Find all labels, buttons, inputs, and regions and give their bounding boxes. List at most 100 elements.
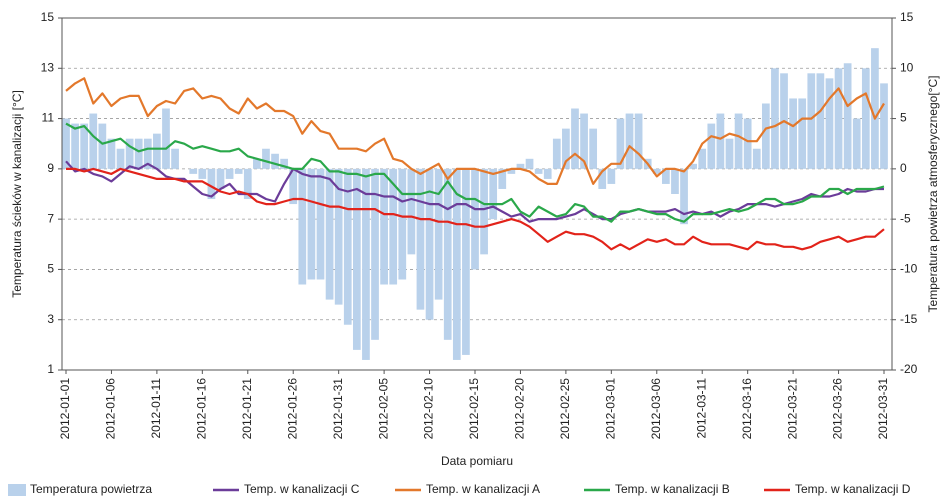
x-axis-title: Data pomiaru <box>441 454 513 468</box>
bar <box>716 113 725 169</box>
y2-tick-label: 15 <box>900 10 914 24</box>
plot-frame <box>61 17 893 371</box>
y-axis-title: Temperatura ścieków w kanalizacji [°C] <box>10 90 24 298</box>
bar <box>861 68 870 169</box>
bar <box>607 168 616 184</box>
bar <box>480 168 488 255</box>
bar <box>816 73 825 169</box>
bar <box>89 113 98 169</box>
legend-label: Temp. w kanalizacji D <box>795 482 911 496</box>
y2-tick-label: -15 <box>900 312 918 326</box>
bar <box>425 168 434 320</box>
x-tick-label: 2012-01-21 <box>240 378 254 440</box>
bar <box>625 113 634 169</box>
bar <box>171 148 179 169</box>
x-tick-label: 2012-01-16 <box>195 378 209 440</box>
bar <box>225 168 234 179</box>
bar <box>153 133 161 169</box>
bar <box>598 168 607 189</box>
legend-label: Temp. w kanalizacji C <box>244 482 360 496</box>
bar <box>434 168 443 300</box>
x-tick-label: 2012-01-31 <box>331 378 345 440</box>
bar <box>262 148 270 169</box>
bar <box>125 138 134 169</box>
bar <box>725 138 734 169</box>
bar <box>871 48 879 169</box>
bar <box>443 168 452 340</box>
x-tick-label: 2012-03-31 <box>876 378 890 440</box>
y-tick-label: 1 <box>47 362 54 376</box>
bar <box>789 98 797 169</box>
bar <box>253 158 261 169</box>
bar <box>380 168 388 285</box>
bar <box>298 168 307 285</box>
bar <box>416 168 425 310</box>
bar <box>752 148 761 169</box>
bar <box>734 113 743 169</box>
y-tick-label: 13 <box>41 60 55 74</box>
bar <box>71 123 79 169</box>
bar <box>743 118 752 169</box>
bar <box>543 168 552 179</box>
x-tick-label: 2012-02-15 <box>467 378 481 440</box>
line <box>66 167 885 251</box>
bar <box>707 123 716 169</box>
y-tick-label: 11 <box>42 111 55 125</box>
bar <box>243 168 252 200</box>
bar <box>207 168 216 200</box>
bar <box>534 168 543 174</box>
legend-label: Temperatura powietrza <box>30 482 152 496</box>
line <box>65 122 885 223</box>
bar <box>289 168 298 205</box>
bar <box>671 168 679 194</box>
bar <box>807 73 816 169</box>
bar <box>852 118 861 169</box>
legend-swatch <box>8 484 26 496</box>
bar <box>761 103 770 169</box>
bar <box>62 118 70 169</box>
bar <box>489 168 498 220</box>
bar <box>143 138 152 169</box>
bar <box>507 168 516 174</box>
x-tick-label: 2012-02-10 <box>422 378 436 440</box>
bar <box>389 168 398 285</box>
y-tick-label: 3 <box>47 312 54 326</box>
bar <box>634 113 643 169</box>
x-tick-label: 2012-02-20 <box>513 378 527 440</box>
x-tick-label: 2012-02-05 <box>376 378 390 440</box>
bar <box>325 168 334 300</box>
bar <box>689 163 697 169</box>
y2-tick-label: -5 <box>900 211 911 225</box>
y-tick-label: 15 <box>41 10 55 24</box>
bar <box>398 168 407 280</box>
legend-label: Temp. w kanalizacji A <box>426 482 540 496</box>
bar <box>371 168 379 340</box>
x-tick-label: 2012-02-25 <box>558 378 572 440</box>
bar <box>771 68 779 169</box>
bar <box>189 168 198 174</box>
bar <box>589 128 598 169</box>
bar <box>198 168 207 179</box>
bar <box>498 168 507 189</box>
y2-tick-label: 10 <box>900 60 914 74</box>
bar <box>843 63 852 169</box>
bar <box>662 168 670 184</box>
bar <box>134 138 143 169</box>
bar <box>362 168 370 360</box>
bar <box>307 168 316 280</box>
bar <box>107 138 116 169</box>
bar <box>552 138 561 169</box>
bar <box>680 168 688 225</box>
bar <box>616 118 625 169</box>
line <box>65 77 885 185</box>
bar <box>525 158 534 169</box>
y-tick-label: 5 <box>47 262 54 276</box>
bar <box>116 148 125 169</box>
bar <box>580 113 588 169</box>
y-tick-label: 7 <box>47 211 54 225</box>
bar <box>471 168 479 270</box>
bar <box>343 168 352 325</box>
x-tick-label: 2012-03-21 <box>785 378 799 440</box>
bar <box>652 168 661 174</box>
